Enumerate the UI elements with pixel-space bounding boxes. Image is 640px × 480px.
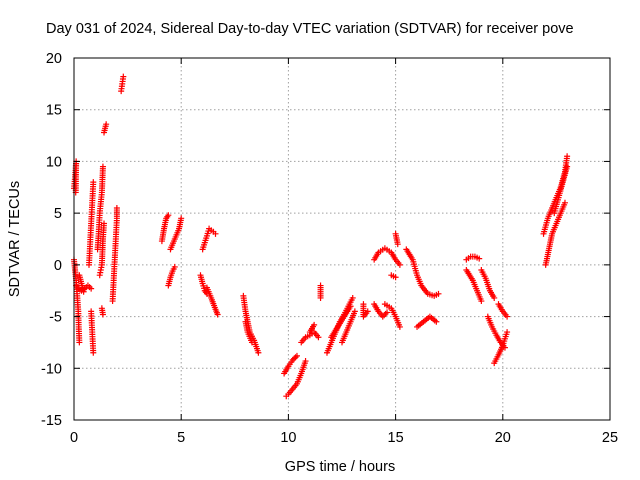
y-axis-label: SDTVAR / TECUs bbox=[7, 181, 23, 297]
data-point bbox=[302, 358, 309, 365]
data-point bbox=[101, 220, 108, 227]
data-point bbox=[561, 199, 568, 206]
data-point bbox=[382, 310, 389, 317]
data-point bbox=[435, 290, 442, 297]
data-point bbox=[120, 73, 127, 80]
x-tick-label: 10 bbox=[280, 430, 296, 446]
y-tick-label: -10 bbox=[41, 361, 62, 377]
data-point bbox=[178, 215, 185, 222]
grid-lines bbox=[74, 58, 610, 420]
y-tick-label: 20 bbox=[46, 51, 62, 67]
data-point bbox=[255, 349, 262, 356]
x-axis-label: GPS time / hours bbox=[285, 459, 395, 475]
y-tick-label: 15 bbox=[46, 103, 62, 119]
data-point bbox=[90, 349, 97, 356]
data-point bbox=[396, 261, 403, 268]
data-point bbox=[351, 308, 358, 315]
data-point bbox=[113, 204, 120, 211]
data-point bbox=[99, 311, 106, 318]
data-point bbox=[504, 313, 511, 320]
data-point bbox=[311, 321, 318, 328]
data-point bbox=[504, 329, 511, 336]
data-point bbox=[396, 323, 403, 330]
data-point bbox=[315, 334, 322, 341]
data-points bbox=[71, 73, 571, 400]
data-point bbox=[292, 354, 299, 361]
data-point bbox=[214, 311, 221, 318]
data-point bbox=[491, 294, 498, 301]
data-point bbox=[564, 163, 571, 170]
data-point bbox=[392, 274, 399, 281]
data-point bbox=[347, 303, 354, 310]
data-point bbox=[476, 255, 483, 262]
data-point bbox=[564, 153, 571, 160]
x-tick-label: 0 bbox=[70, 430, 78, 446]
axis-ticks: 0 5 10 15 20 25 -15 -10 -5 0 5 10 15 20 bbox=[41, 51, 618, 446]
data-point bbox=[394, 241, 401, 248]
data-point bbox=[248, 339, 255, 346]
y-tick-label: 5 bbox=[54, 206, 62, 222]
data-point bbox=[80, 288, 87, 295]
data-point bbox=[88, 285, 95, 292]
data-point bbox=[171, 263, 178, 270]
data-point bbox=[165, 212, 172, 219]
data-point bbox=[293, 352, 300, 359]
data-point bbox=[212, 230, 219, 237]
data-point bbox=[384, 309, 391, 316]
y-tick-label: -15 bbox=[41, 413, 62, 429]
plot-frame bbox=[73, 57, 611, 421]
x-tick-label: 5 bbox=[177, 430, 185, 446]
y-tick-label: 0 bbox=[54, 258, 62, 274]
x-tick-label: 20 bbox=[495, 430, 511, 446]
data-point bbox=[90, 179, 97, 186]
x-tick-label: 25 bbox=[602, 430, 618, 446]
data-point bbox=[364, 308, 371, 315]
data-point bbox=[433, 318, 440, 325]
chart-title: Day 031 of 2024, Sidereal Day-to-day VTE… bbox=[46, 21, 574, 37]
data-point bbox=[99, 163, 106, 170]
data-point bbox=[291, 355, 298, 362]
y-tick-label: -5 bbox=[49, 310, 62, 326]
x-tick-label: 15 bbox=[388, 430, 404, 446]
data-point bbox=[76, 339, 83, 346]
y-tick-label: 10 bbox=[46, 154, 62, 170]
data-point bbox=[317, 294, 324, 301]
data-point bbox=[349, 294, 356, 301]
data-point bbox=[103, 121, 110, 128]
data-point bbox=[478, 298, 485, 305]
